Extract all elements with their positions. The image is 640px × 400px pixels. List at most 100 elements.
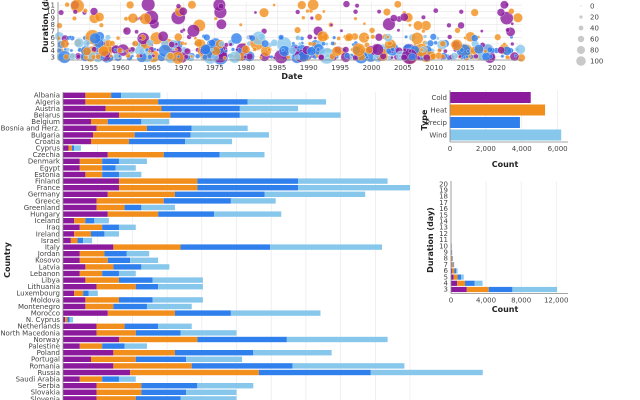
scatter-x-tick: 1995 <box>331 64 349 72</box>
type-y-axis-label: Type <box>420 109 429 130</box>
duration-label: 19 <box>439 187 448 195</box>
scatter-point <box>98 22 104 28</box>
scatter-point <box>228 51 241 64</box>
duration-bar-segment <box>452 268 455 274</box>
scatter-y-tick: 8 <box>51 21 55 29</box>
scatter-point <box>125 53 131 59</box>
country-bar-segment <box>130 257 159 263</box>
scatter-point <box>422 34 428 39</box>
country-bar-segment <box>180 244 271 250</box>
country-bar-segment <box>63 310 108 316</box>
scatter-point <box>116 36 121 41</box>
scatter-point <box>404 35 408 39</box>
scatter-y-tick: 3 <box>51 53 55 61</box>
country-bar-segment <box>135 284 159 290</box>
scatter-point <box>318 54 325 61</box>
scatter-point <box>471 34 479 42</box>
duration-bar-segment <box>451 274 454 280</box>
country-bar-segment <box>124 343 147 349</box>
scatter-point <box>307 34 313 40</box>
scatter-point <box>74 37 85 49</box>
scatter-point <box>145 47 150 52</box>
scatter-point <box>295 35 301 41</box>
country-bar-segment <box>83 290 89 296</box>
scatter-point <box>127 48 132 53</box>
type-bar-chart: 0 2,000 4,000 6,000 Cold Heat Precip Wind Count… <box>420 90 568 169</box>
type-x-axis-label: Count <box>492 160 519 169</box>
scatter-point <box>313 36 317 40</box>
duration-bar-segment <box>454 268 457 274</box>
duration-x-axis-label: Count <box>492 305 519 314</box>
country-bar-segment <box>158 99 248 105</box>
size-legend-symbol <box>576 56 586 66</box>
scatter-point <box>241 45 251 54</box>
country-bar-segment <box>85 297 119 303</box>
country-bar-segment <box>286 336 388 343</box>
scatter-point <box>95 53 101 60</box>
country-label: Kosovo <box>35 257 60 265</box>
country-bar-segment <box>63 396 97 400</box>
scatter-y-tick: 7 <box>51 28 55 36</box>
country-bar-segment <box>63 297 86 303</box>
scatter-point <box>146 39 154 47</box>
scatter-y-tick: 9 <box>51 15 55 23</box>
country-label: Norway <box>33 336 60 344</box>
scatter-point <box>175 3 182 9</box>
duration-grid <box>450 181 557 294</box>
scatter-point <box>174 33 183 42</box>
duration-bar-segment <box>451 262 454 268</box>
scatter-point <box>291 41 296 46</box>
country-bar-segment <box>197 178 299 184</box>
scatter-x-axis-label: Date <box>281 72 303 81</box>
scatter-point <box>451 39 463 51</box>
country-bar-segment <box>63 171 86 178</box>
country-bar-segment <box>102 165 116 171</box>
scatter-point <box>365 46 374 55</box>
scatter-point <box>374 33 383 42</box>
scatter-point <box>513 12 523 23</box>
scatter-point <box>269 55 274 59</box>
country-bar-segment <box>74 290 84 296</box>
duration-bar-segment <box>453 262 455 268</box>
scatter-x-tick: 2005 <box>394 64 412 72</box>
country-bar-segment <box>90 119 108 125</box>
country-bar-segment <box>63 211 108 217</box>
country-label: Palestine <box>28 343 60 351</box>
country-bar-segment <box>83 237 93 244</box>
scatter-point <box>486 46 493 53</box>
scatter-point <box>365 35 370 40</box>
country-bar-segment <box>63 376 80 382</box>
country-bar-segment <box>63 317 66 323</box>
country-bar-segment <box>63 138 91 145</box>
scatter-point <box>332 35 337 40</box>
scatter-y-tick: 4 <box>51 47 56 55</box>
scatter-point <box>421 14 426 20</box>
country-label: Romania <box>29 362 60 370</box>
scatter-point <box>222 56 227 60</box>
country-bar-segment <box>197 383 254 389</box>
country-label: Luxembourg <box>16 290 60 298</box>
country-bar-segment <box>292 363 405 369</box>
country-bar-segment <box>191 125 248 131</box>
country-bar-segment <box>63 92 86 98</box>
duration-bar-chart: 0 4,000 8,000 12,000 20191817161514131211109… <box>426 180 568 314</box>
country-bar-segment <box>70 237 78 244</box>
scatter-point <box>218 40 225 47</box>
country-bar-segment <box>63 264 86 270</box>
country-bar-segment <box>186 356 243 362</box>
scatter-point <box>230 32 243 45</box>
scatter-point <box>270 39 278 47</box>
duration-label: 10 <box>439 242 448 250</box>
scatter-x-tick: 1990 <box>300 64 318 72</box>
scatter-point <box>331 46 342 57</box>
scatter-point <box>252 47 257 52</box>
country-bar-segment <box>118 376 136 382</box>
country-bar-segment <box>90 231 105 237</box>
scatter-point <box>228 42 233 47</box>
country-label: Israel <box>41 237 60 245</box>
scatter-point <box>166 52 175 60</box>
scatter-y-tick: 10 <box>46 8 55 16</box>
country-bar-segment <box>107 211 159 217</box>
scatter-point <box>187 0 197 10</box>
scatter-point <box>210 47 214 52</box>
